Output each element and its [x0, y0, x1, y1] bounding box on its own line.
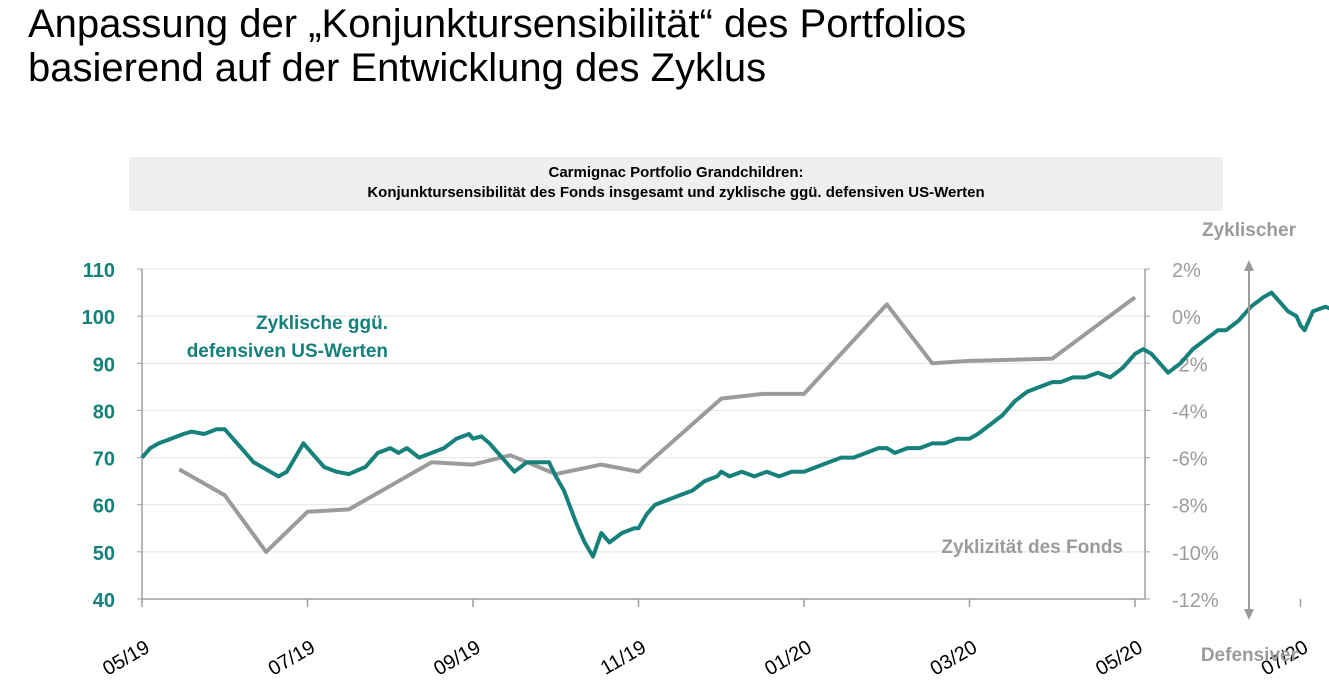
x-tick-label: 01/20: [761, 636, 815, 680]
series-line-cyclical-vs-defensive: [140, 290, 1329, 559]
series-label-cyclical-line2: defensiven US-Werten: [187, 341, 388, 362]
series-lines: [140, 290, 1329, 559]
series-label-fund-cyclicality: Zyklizität des Fonds: [941, 537, 1123, 558]
y-left-tick-label: 100: [82, 307, 115, 329]
slide-title-line2: basierend auf der Entwicklung des Zyklus: [28, 46, 767, 90]
y-left-tick-label: 40: [93, 590, 115, 612]
arrow-up-icon: [1244, 260, 1254, 271]
gridlines: [142, 268, 1145, 553]
y-left-tick-label: 90: [93, 354, 115, 376]
y-left-tick-label: 80: [93, 401, 115, 423]
slide-title: Anpassung der „Konjunktursensibilität“ d…: [28, 2, 966, 90]
y-left-tick-label: 60: [93, 496, 115, 518]
y-right-tick-label: 0%: [1172, 307, 1201, 329]
chart-header-line2: Konjunktursensibilität des Fonds insgesa…: [367, 184, 985, 201]
series-label-cyclical-line1: Zyklische ggü.: [256, 313, 388, 334]
direction-arrow: [1244, 260, 1254, 620]
right-axis-top-label: Zyklischer: [1202, 220, 1297, 241]
chart-header: Carmignac Portfolio Grandchildren: Konju…: [129, 157, 1223, 211]
y-right-tick-label: -8%: [1172, 496, 1208, 518]
x-tick-label: 05/20: [1092, 636, 1146, 680]
x-tick-label: 11/19: [597, 636, 650, 679]
y-right-tick-label: -12%: [1172, 590, 1219, 612]
y-left-tick-label: 110: [83, 260, 115, 282]
arrow-down-icon: [1244, 609, 1254, 620]
y-right-tick-label: -4%: [1172, 401, 1208, 423]
right-axis-bottom-label: Defensiver: [1201, 645, 1299, 666]
y-left-tick-label: 70: [93, 449, 115, 471]
x-tick-label: 09/19: [430, 636, 484, 680]
y-right-tick-label: -6%: [1172, 449, 1208, 471]
x-tick-label: 07/19: [265, 636, 319, 680]
y-left-tick-label: 50: [93, 543, 115, 565]
slide-title-line1: Anpassung der „Konjunktursensibilität“ d…: [28, 2, 967, 46]
x-tick-label: 03/20: [927, 636, 981, 680]
y-right-tick-label: 2%: [1172, 260, 1201, 282]
series-line-fund-cyclicality: [178, 295, 1137, 554]
y-right-tick-label: -10%: [1172, 543, 1219, 565]
chart-header-line1: Carmignac Portfolio Grandchildren:: [548, 164, 804, 181]
x-tick-label: 05/19: [99, 636, 153, 680]
chart-labels: Zyklische ggü. defensiven US-Werten Zykl…: [187, 220, 1299, 666]
